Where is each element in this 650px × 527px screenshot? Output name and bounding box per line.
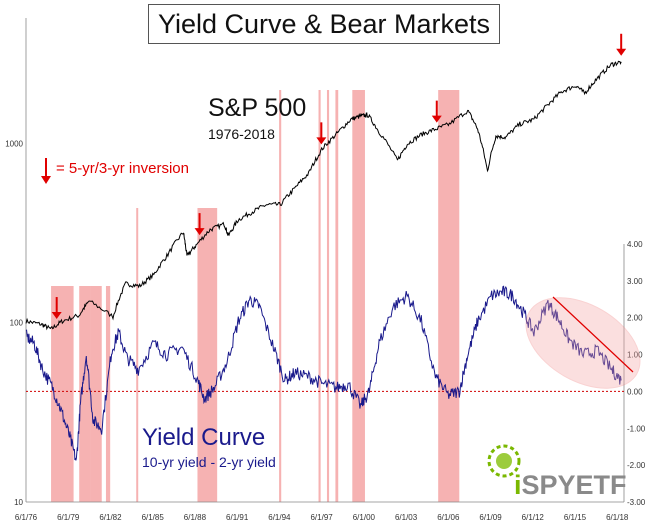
axes bbox=[25, 18, 625, 503]
right-tick-6: -2.00 bbox=[627, 461, 646, 470]
logo-prefix: i bbox=[514, 470, 522, 500]
shaded-region-0 bbox=[51, 286, 74, 502]
left-tick-labels: 10 100 1000 bbox=[5, 139, 23, 507]
series-line-yield-curve bbox=[25, 285, 622, 461]
left-tick-0: 10 bbox=[14, 498, 23, 507]
trend-ellipse bbox=[525, 297, 641, 389]
right-tick-5: -1.00 bbox=[627, 424, 646, 433]
left-tick-2: 1000 bbox=[5, 139, 23, 148]
x-tick-2: 6/1/82 bbox=[99, 513, 122, 522]
logo-mark-core bbox=[496, 453, 512, 469]
inversion-legend-text: = 5-yr/3-yr inversion bbox=[56, 160, 189, 177]
logo-mark bbox=[487, 444, 521, 478]
x-tick-3: 6/1/85 bbox=[142, 513, 165, 522]
shaded-region-5 bbox=[197, 208, 218, 502]
inversion-arrow-head-2 bbox=[316, 137, 327, 145]
title-box: Yield Curve & Bear Markets bbox=[148, 4, 500, 44]
inversion-arrow-head-0 bbox=[51, 312, 62, 320]
x-tick-11: 6/1/09 bbox=[479, 513, 502, 522]
x-tick-7: 6/1/97 bbox=[310, 513, 333, 522]
right-tick-labels: 4.00 3.00 2.00 1.00 0.00 -1.00 -2.00 -3.00 bbox=[627, 240, 646, 507]
inversion-arrow-head-1 bbox=[194, 228, 205, 236]
inversion-arrow-head-4 bbox=[616, 48, 627, 56]
right-tick-0: 4.00 bbox=[627, 240, 643, 249]
ispyetf-logo: iSPYETF bbox=[514, 470, 627, 501]
shaded-regions bbox=[51, 90, 460, 502]
series-line-sp500 bbox=[25, 60, 622, 331]
x-tick-6: 6/1/94 bbox=[268, 513, 291, 522]
shaded-region-8 bbox=[326, 90, 330, 502]
shaded-region-4 bbox=[136, 208, 139, 502]
inversion-arrows bbox=[51, 33, 627, 320]
inversion-arrow-head-3 bbox=[431, 115, 442, 123]
shaded-region-1 bbox=[79, 286, 91, 502]
yield-curve-label: Yield Curve bbox=[142, 424, 266, 451]
x-tick-13: 6/1/15 bbox=[564, 513, 587, 522]
shaded-region-11 bbox=[438, 90, 460, 502]
sp500-date-range: 1976-2018 bbox=[208, 126, 275, 142]
x-tick-9: 6/1/03 bbox=[395, 513, 418, 522]
x-tick-0: 6/1/76 bbox=[15, 513, 38, 522]
shaded-region-3 bbox=[105, 286, 111, 502]
x-tick-1: 6/1/79 bbox=[57, 513, 80, 522]
legend-arrow-head bbox=[41, 176, 51, 184]
x-tick-5: 6/1/91 bbox=[226, 513, 249, 522]
right-tick-1: 3.00 bbox=[627, 277, 643, 286]
shaded-region-2 bbox=[90, 286, 102, 502]
right-tick-3: 1.00 bbox=[627, 351, 643, 360]
x-tick-12: 6/1/12 bbox=[522, 513, 545, 522]
shaded-region-6 bbox=[279, 90, 282, 502]
series-lines bbox=[25, 60, 622, 461]
shaded-region-10 bbox=[352, 90, 365, 502]
x-tick-14: 6/1/18 bbox=[606, 513, 629, 522]
x-tick-labels: 6/1/76 6/1/79 6/1/82 6/1/85 6/1/88 6/1/91 6/1/… bbox=[15, 513, 629, 522]
logo-main: SPYETF bbox=[521, 470, 627, 500]
sp500-label: S&P 500 bbox=[208, 94, 307, 122]
shaded-region-9 bbox=[335, 90, 339, 502]
right-tick-4: 0.00 bbox=[627, 387, 643, 396]
right-tick-2: 2.00 bbox=[627, 314, 643, 323]
yield-curve-subtitle: 10-yr yield - 2-yr yield bbox=[142, 454, 276, 470]
chart-title: Yield Curve & Bear Markets bbox=[157, 8, 491, 39]
left-tick-1: 100 bbox=[10, 319, 24, 328]
x-tick-10: 6/1/06 bbox=[437, 513, 460, 522]
decorations bbox=[41, 158, 641, 478]
trend-line bbox=[552, 296, 634, 373]
right-tick-7: -3.00 bbox=[627, 498, 646, 507]
x-tick-4: 6/1/88 bbox=[184, 513, 207, 522]
shaded-region-7 bbox=[318, 90, 321, 502]
x-tick-8: 6/1/00 bbox=[353, 513, 376, 522]
